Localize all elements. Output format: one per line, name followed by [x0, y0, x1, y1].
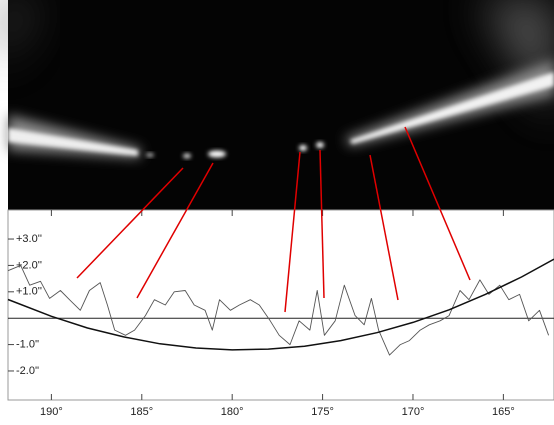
sky-image [0, 0, 554, 210]
connector-lines [76, 126, 471, 313]
x-tick-label: 180° [221, 406, 244, 418]
y-tick-label: -1.0'' [16, 338, 39, 350]
y-tick-label: +1.0'' [16, 286, 42, 298]
data-line [7, 258, 554, 351]
plot-frame [7, 209, 554, 401]
data-line [7, 264, 550, 356]
x-tick-label: 175° [311, 406, 334, 418]
y-tick-label: -2.0'' [16, 365, 39, 377]
x-tick-label: 190° [40, 406, 63, 418]
x-tick-label: 185° [130, 406, 153, 418]
x-tick-label: 165° [492, 406, 515, 418]
plot-area: +3.0''+2.0''+1.0''-1.0''-2.0''190° 185° 18… [7, 210, 554, 418]
x-tick-label: 170° [402, 406, 425, 418]
y-tick-label: +3.0'' [16, 233, 42, 245]
